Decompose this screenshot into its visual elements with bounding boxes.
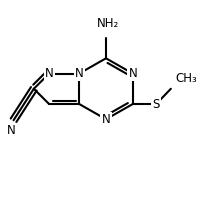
Text: S: S: [152, 97, 160, 110]
Text: NH₂: NH₂: [97, 17, 119, 30]
Text: N: N: [102, 113, 110, 126]
Text: CH₃: CH₃: [175, 72, 197, 85]
Text: N: N: [128, 67, 137, 80]
Text: N: N: [75, 67, 84, 80]
Text: N: N: [7, 124, 16, 137]
Text: N: N: [45, 67, 53, 80]
